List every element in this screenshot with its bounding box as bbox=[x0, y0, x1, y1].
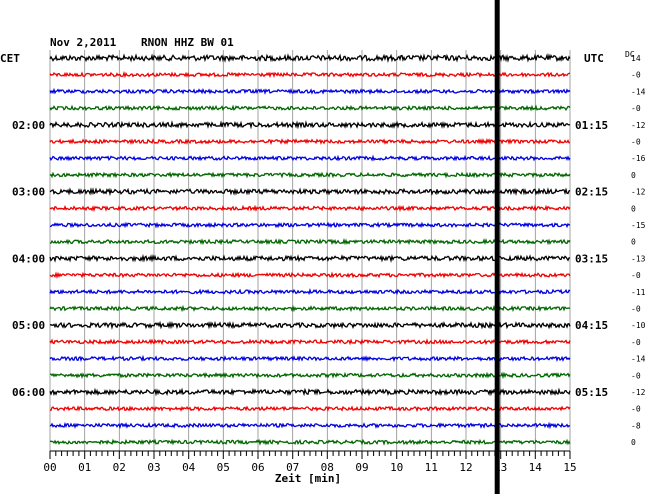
trace-row-21 bbox=[49, 387, 571, 397]
right-time-label: 05:15 bbox=[575, 386, 608, 399]
right-timezone-label: UTC bbox=[584, 52, 604, 65]
x-tick-label: 12 bbox=[459, 461, 472, 474]
x-tick-label: 00 bbox=[43, 461, 56, 474]
dc-offset-label: 0 bbox=[631, 171, 636, 180]
dc-offset-label: -11 bbox=[631, 288, 646, 297]
dc-offset-label: -0 bbox=[631, 405, 641, 414]
trace-row-2 bbox=[49, 70, 571, 79]
trace-row-4 bbox=[49, 104, 571, 112]
right-time-label: 02:15 bbox=[575, 186, 608, 199]
event-marker bbox=[494, 0, 500, 494]
x-tick-label: 08 bbox=[321, 461, 334, 474]
dc-header-label: DC bbox=[625, 50, 635, 59]
event-marker-bar bbox=[494, 0, 500, 494]
dc-offset-label: 0 bbox=[631, 438, 636, 447]
trace-row-7 bbox=[49, 154, 571, 162]
x-tick-label: 14 bbox=[529, 461, 543, 474]
x-tick-label: 06 bbox=[251, 461, 264, 474]
trace-row-8 bbox=[49, 171, 571, 179]
trace-row-16 bbox=[49, 304, 571, 313]
dc-offset-label: -0 bbox=[631, 104, 641, 113]
dc-offset-label: -14 bbox=[631, 87, 646, 96]
x-tick-label: 02 bbox=[113, 461, 126, 474]
x-tick-label: 03 bbox=[147, 461, 160, 474]
dc-offset-label: -12 bbox=[631, 121, 646, 130]
left-time-label: 03:00 bbox=[12, 186, 45, 199]
right-time-label: 01:15 bbox=[575, 119, 608, 132]
recording-date: Nov 2,2011 bbox=[50, 36, 117, 49]
trace-row-22 bbox=[49, 405, 571, 413]
right-time-labels: 01:15 02:15 03:15 04:15 05:15 bbox=[575, 119, 608, 399]
dc-offset-label: -13 bbox=[631, 254, 646, 263]
left-timezone-label: CET bbox=[0, 52, 20, 65]
station-code: RNON HHZ BW 01 bbox=[141, 36, 234, 49]
dc-offset-label: -0 bbox=[631, 271, 641, 280]
dc-offset-label: -0 bbox=[631, 305, 641, 314]
dc-offset-label: -12 bbox=[631, 388, 646, 397]
dc-offset-label: -10 bbox=[631, 321, 646, 330]
x-tick-label: 10 bbox=[390, 461, 403, 474]
dc-offset-label: -8 bbox=[631, 421, 641, 430]
trace-row-15 bbox=[49, 288, 571, 296]
dc-offset-label: -0 bbox=[631, 71, 641, 80]
trace-row-20 bbox=[49, 371, 571, 380]
dc-offset-label: -0 bbox=[631, 371, 641, 380]
dc-offset-label: 14 bbox=[631, 54, 641, 63]
trace-row-14 bbox=[49, 271, 571, 279]
right-time-label: 03:15 bbox=[575, 252, 608, 265]
x-tick-label: 11 bbox=[425, 461, 438, 474]
left-time-label: 06:00 bbox=[12, 386, 45, 399]
dc-offset-label: -12 bbox=[631, 188, 646, 197]
dc-offset-label: 0 bbox=[631, 238, 636, 247]
trace-row-12 bbox=[49, 238, 571, 246]
dc-offset-label: 0 bbox=[631, 204, 636, 213]
trace-row-9 bbox=[49, 187, 571, 197]
dc-offset-label: -15 bbox=[631, 221, 646, 230]
x-tick-label: 05 bbox=[217, 461, 230, 474]
left-time-label: 04:00 bbox=[12, 252, 45, 265]
trace-row-5 bbox=[49, 120, 571, 130]
x-axis: 00 01 02 03 04 05 06 07 08 09 10 11 12 13 14 15 bbox=[43, 451, 577, 474]
trace-row-17 bbox=[49, 320, 571, 330]
left-time-labels: 02:00 03:00 04:00 05:00 06:00 bbox=[12, 119, 45, 399]
left-time-label: 05:00 bbox=[12, 319, 45, 332]
trace-row-23 bbox=[49, 421, 571, 430]
trace-group bbox=[49, 53, 571, 446]
trace-row-10 bbox=[49, 204, 571, 213]
trace-row-13 bbox=[49, 253, 571, 264]
trace-row-1 bbox=[49, 53, 571, 63]
left-time-label: 02:00 bbox=[12, 119, 45, 132]
x-tick-label: 15 bbox=[563, 461, 576, 474]
dc-offset-label: -0 bbox=[631, 138, 641, 147]
dc-offset-label: -16 bbox=[631, 154, 646, 163]
x-tick-label: 09 bbox=[355, 461, 368, 474]
x-tick-label: 04 bbox=[182, 461, 196, 474]
x-axis-label: Zeit [min] bbox=[275, 472, 341, 485]
x-tick-label: 01 bbox=[78, 461, 91, 474]
dc-offset-label: -14 bbox=[631, 355, 646, 364]
trace-row-11 bbox=[49, 221, 571, 229]
trace-row-3 bbox=[49, 87, 571, 96]
right-time-label: 04:15 bbox=[575, 319, 608, 332]
trace-row-18 bbox=[49, 338, 571, 346]
trace-row-19 bbox=[49, 354, 571, 363]
dc-offset-labels: 14 -0 -14 -0 -12 -0 -16 0 -12 0 -15 0 -13 -0 -11 -0 -10 -… bbox=[631, 54, 646, 447]
trace-row-6 bbox=[49, 137, 571, 146]
dc-offset-label: -0 bbox=[631, 338, 641, 347]
x-tick-label: 07 bbox=[286, 461, 299, 474]
trace-row-24 bbox=[49, 438, 571, 446]
